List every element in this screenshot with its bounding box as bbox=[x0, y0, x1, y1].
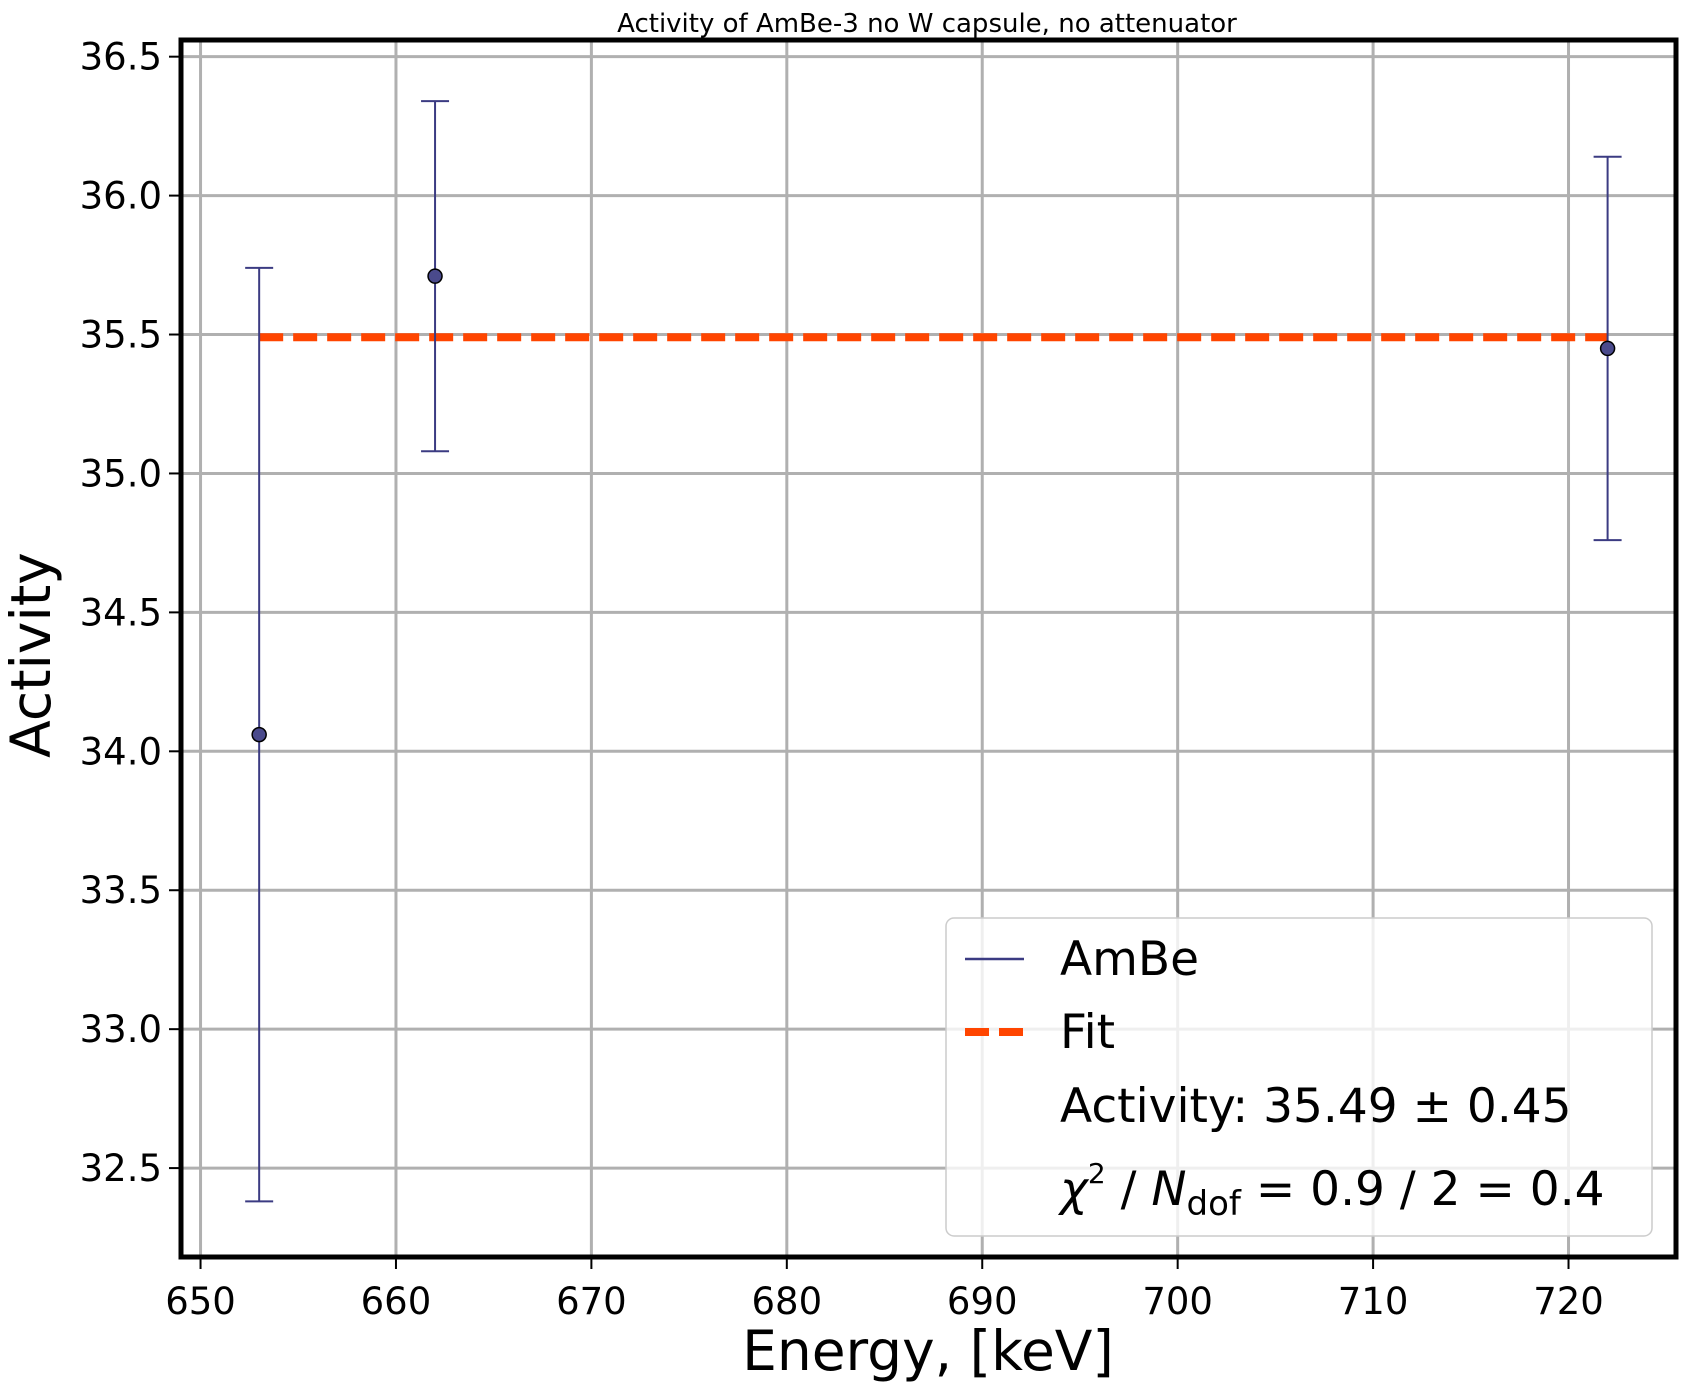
x-axis-ticks: 650 660 670 680 690 700 710 720 bbox=[165, 1257, 1604, 1323]
x-tick-label: 650 bbox=[165, 1280, 236, 1323]
y-axis-label: Activity bbox=[0, 552, 63, 758]
y-tick-label: 36.0 bbox=[80, 175, 162, 218]
data-point bbox=[1599, 340, 1616, 357]
y-tick-label: 35.0 bbox=[80, 452, 162, 495]
legend-ambe-label: AmBe bbox=[1060, 932, 1199, 987]
legend-activity-text: Activity: 35.49 ± 0.45 bbox=[1060, 1079, 1572, 1134]
data-point bbox=[251, 726, 267, 743]
grid bbox=[181, 40, 1676, 1257]
x-tick-label: 690 bbox=[947, 1280, 1018, 1323]
x-axis-label: Energy, [keV] bbox=[742, 1319, 1114, 1383]
legend-box bbox=[945, 917, 1653, 1237]
y-tick-label: 33.0 bbox=[80, 1008, 162, 1051]
y-tick-label: 35.5 bbox=[80, 314, 162, 357]
x-tick-label: 680 bbox=[752, 1280, 823, 1323]
legend-chi2-text: χ2 / Ndof = 0.9 / 2 = 0.4 bbox=[1057, 1157, 1605, 1224]
y-tick-label: 34.0 bbox=[80, 730, 162, 773]
legend-fit-label: Fit bbox=[1060, 1005, 1115, 1060]
x-tick-label: 700 bbox=[1142, 1280, 1213, 1323]
x-tick-label: 670 bbox=[556, 1280, 627, 1323]
legend: AmBe Fit Activity: 35.49 ± 0.45 χ2 / Ndo… bbox=[945, 917, 1653, 1237]
y-axis-ticks: 32.5 33.0 33.5 34.0 34.5 35.0 35.5 36.0 36.5 bbox=[80, 36, 181, 1190]
x-tick-label: 720 bbox=[1533, 1280, 1604, 1323]
y-tick-label: 34.5 bbox=[80, 591, 162, 634]
y-tick-label: 36.5 bbox=[80, 36, 162, 79]
chart-title: Activity of AmBe-3 no W capsule, no atte… bbox=[617, 9, 1237, 39]
data-point bbox=[427, 268, 443, 284]
x-tick-label: 660 bbox=[361, 1280, 432, 1323]
y-tick-label: 32.5 bbox=[80, 1147, 162, 1190]
plot-frame bbox=[178, 37, 1679, 1260]
data-points bbox=[245, 100, 1622, 1203]
x-tick-label: 710 bbox=[1338, 1280, 1409, 1323]
y-tick-label: 33.5 bbox=[80, 869, 162, 912]
